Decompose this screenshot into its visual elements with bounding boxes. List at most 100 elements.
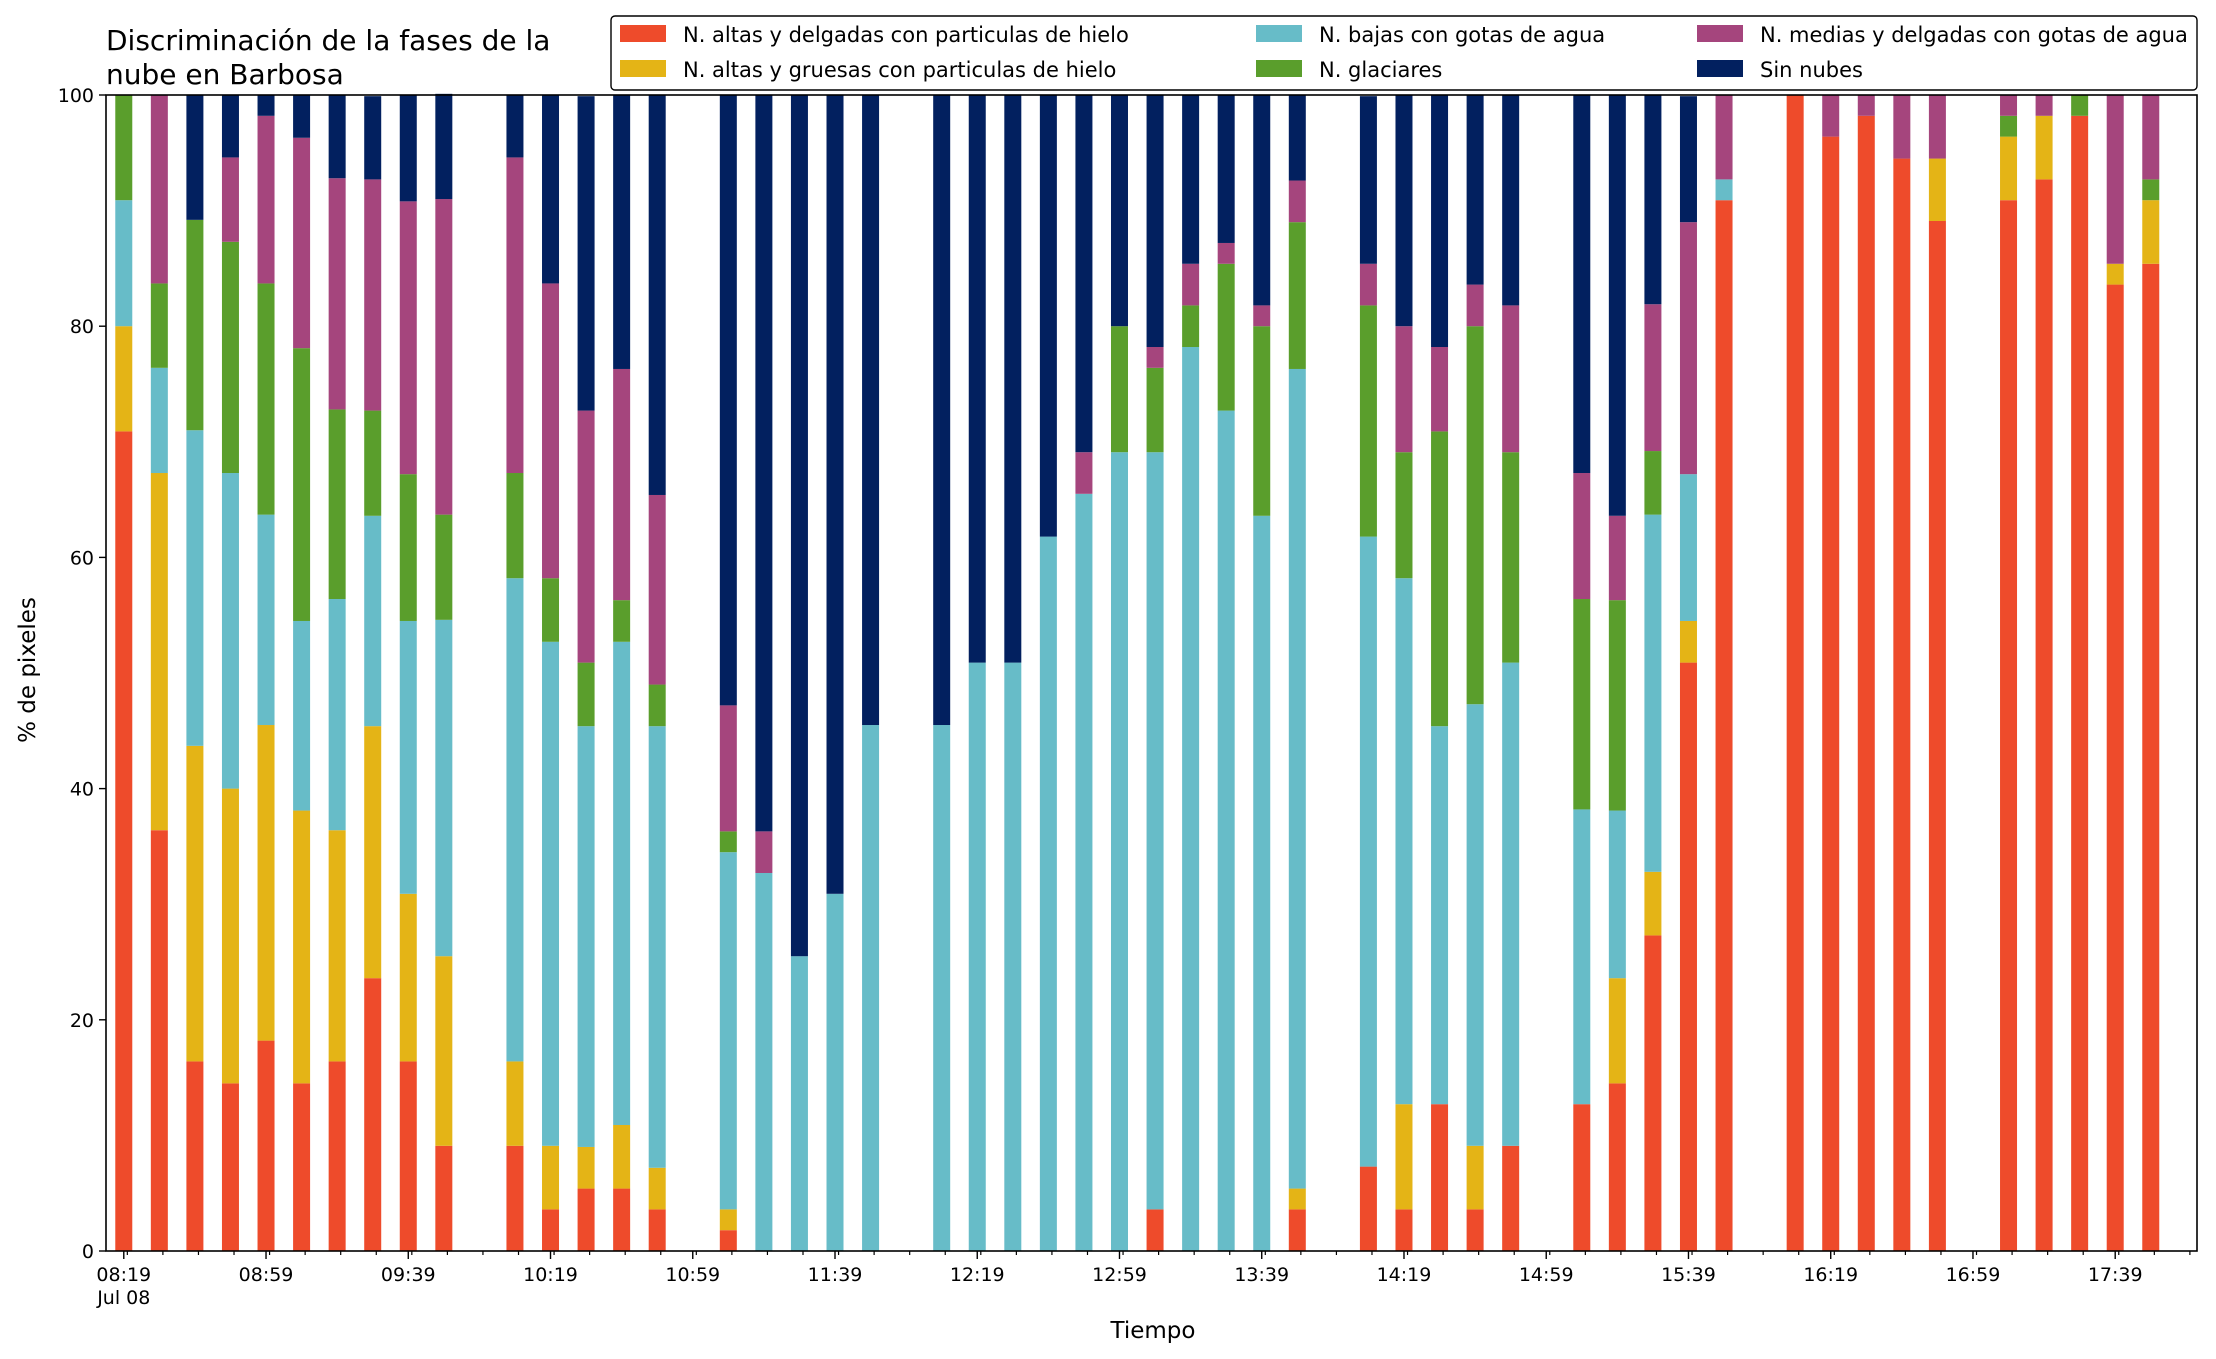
x-tick-label: 10:19: [523, 1264, 578, 1286]
bar-segment-sin-nubes: [1395, 95, 1413, 327]
bar-segment-altas-delgadas: [1679, 662, 1697, 1251]
bar-segment-medias: [719, 705, 737, 832]
bar-segment-altas-gruesas: [1928, 158, 1946, 221]
bar-segment-bajas: [968, 662, 986, 1251]
bar-segment-altas-gruesas: [648, 1167, 666, 1210]
bar-segment-bajas: [364, 515, 382, 727]
x-tick-label: 17:39: [2088, 1264, 2143, 1286]
bar-segment-glaciares: [364, 410, 382, 516]
bar-segment-sin-nubes: [968, 95, 986, 663]
bar-segment-sin-nubes: [435, 93, 453, 200]
bar-segment-bajas: [1217, 410, 1235, 1252]
bar-segment-altas-delgadas: [399, 1061, 417, 1251]
bar-segment-bajas: [933, 725, 951, 1251]
bar-segment-medias: [1466, 284, 1484, 327]
bar-segment-altas-gruesas: [399, 893, 417, 1062]
bar-segment-sin-nubes: [506, 95, 524, 158]
x-tick-label: 14:19: [1377, 1264, 1432, 1286]
bar-segment-medias: [755, 831, 773, 873]
bar-segment-altas-delgadas: [2142, 263, 2160, 1251]
bar-segment-glaciares: [1146, 367, 1164, 453]
bar-segment-bajas: [506, 578, 524, 1062]
bar-segment-medias: [542, 283, 560, 579]
bar-segment-altas-delgadas: [435, 1145, 453, 1251]
bar-segment-medias: [1359, 263, 1377, 306]
x-tick-label: 14:59: [1519, 1264, 1574, 1286]
bar-segment-medias: [1395, 326, 1413, 453]
bar-segment-medias: [1893, 95, 1911, 159]
bar-segment-altas-gruesas: [506, 1061, 524, 1146]
bar-segment-glaciares: [328, 409, 346, 600]
bar-segment-sin-nubes: [399, 95, 417, 202]
bar-segment-glaciares: [221, 241, 239, 474]
y-tick-label: 20: [70, 1010, 94, 1032]
bar-segment-medias: [613, 368, 631, 601]
bar-segment-altas-gruesas: [1466, 1145, 1484, 1210]
bar-segment-altas-gruesas: [2106, 263, 2124, 285]
bar-segment-altas-delgadas: [1786, 95, 1804, 1251]
bar-segment-sin-nubes: [186, 95, 204, 220]
bar-segment-medias: [1715, 95, 1733, 180]
bar-segment-glaciares: [1431, 431, 1449, 727]
bar-segment-medias: [2142, 95, 2160, 180]
bar-segment-glaciares: [506, 473, 524, 579]
bar-segment-sin-nubes: [719, 95, 737, 706]
bar-segment-medias: [257, 115, 275, 284]
bar-segment-glaciares: [399, 474, 417, 621]
bar-segment-sin-nubes: [1039, 95, 1057, 537]
y-tick-label: 0: [82, 1241, 94, 1263]
legend-label: N. altas y gruesas con particulas de hie…: [683, 58, 1116, 82]
chart-title-line: nube en Barbosa: [106, 58, 344, 91]
bar-segment-sin-nubes: [1679, 96, 1697, 223]
bar-segment-medias: [1928, 95, 1946, 159]
bar-segment-altas-gruesas: [1679, 620, 1697, 663]
bar-segment-glaciares: [1644, 451, 1662, 515]
bar-segment-altas-delgadas: [1502, 1145, 1520, 1251]
bar-segment-medias: [506, 157, 524, 474]
legend-swatch: [1256, 60, 1302, 77]
bar-segment-glaciares: [719, 831, 737, 853]
legend-swatch: [620, 60, 666, 77]
bar-segment-altas-delgadas: [1431, 1104, 1449, 1251]
bar-segment-sin-nubes: [648, 95, 666, 495]
x-tick-label: 16:19: [1803, 1264, 1858, 1286]
bar-segment-medias: [2000, 95, 2018, 116]
x-axis-label: Tiempo: [1110, 1318, 1196, 1344]
bar-segment-glaciares: [577, 662, 595, 727]
bar-segment-altas-delgadas: [648, 1209, 666, 1251]
bar-segment-altas-delgadas: [1822, 136, 1840, 1251]
bar-segment-altas-gruesas: [2000, 136, 2018, 201]
legend-frame: [610, 15, 2198, 91]
bar-segment-sin-nubes: [1431, 95, 1449, 348]
bar-segment-bajas: [1573, 809, 1591, 1105]
y-tick-label: 60: [70, 547, 94, 569]
bar-segment-glaciares: [150, 283, 168, 368]
bar-segment-bajas: [1004, 662, 1022, 1251]
bar-segment-glaciares: [257, 283, 275, 515]
bar-segment-altas-delgadas: [1608, 1083, 1626, 1251]
bar-segment-medias: [1075, 452, 1093, 494]
bar-segment-sin-nubes: [862, 95, 880, 726]
bar-segment-bajas: [862, 725, 880, 1251]
bar-segment-altas-gruesas: [186, 745, 204, 1062]
legend: N. altas y delgadas con particulas de hi…: [610, 15, 2198, 91]
bar-segment-altas-gruesas: [435, 956, 453, 1146]
bar-segment-altas-gruesas: [257, 725, 275, 1041]
bar-segment-altas-delgadas: [257, 1040, 275, 1251]
legend-label: Sin nubes: [1760, 58, 1863, 82]
bar-segment-bajas: [1075, 493, 1093, 1251]
bar-segment-altas-gruesas: [150, 473, 168, 831]
bar-segment-altas-gruesas: [1395, 1104, 1413, 1210]
bar-segment-altas-delgadas: [506, 1145, 524, 1251]
bar-segment-bajas: [577, 726, 595, 1147]
bar-segment-bajas: [755, 872, 773, 1251]
bar-segment-bajas: [542, 641, 560, 1146]
bar-segment-bajas: [328, 599, 346, 831]
bar-segment-sin-nubes: [1502, 95, 1520, 306]
legend-swatch: [1697, 60, 1743, 77]
bar-segment-altas-delgadas: [186, 1061, 204, 1251]
bar-segment-medias: [1431, 347, 1449, 432]
bar-segment-sin-nubes: [577, 96, 595, 411]
bar-segment-glaciares: [1253, 326, 1271, 516]
